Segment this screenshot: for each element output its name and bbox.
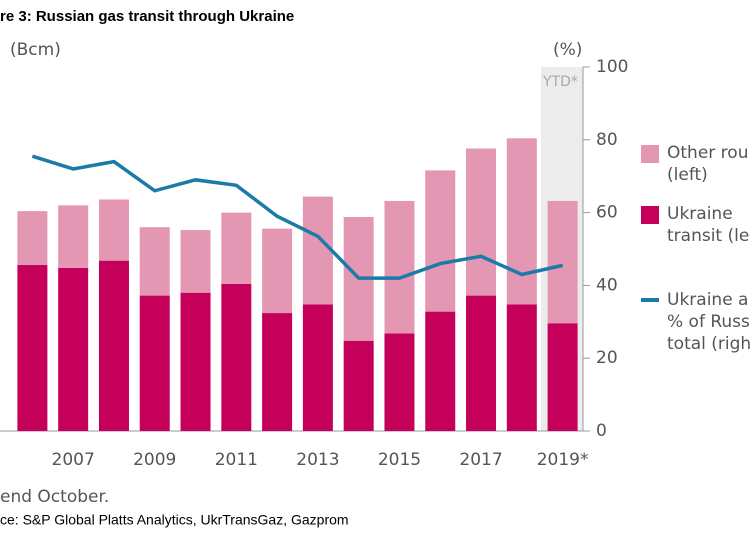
bar-segment — [139, 295, 170, 431]
x-tick-label: 2015 — [378, 450, 421, 470]
line — [31, 154, 563, 280]
ytd-label: YTD* — [542, 74, 578, 90]
legend-swatch — [641, 206, 659, 224]
bar-segment — [98, 199, 129, 261]
chart-title: re 3: Russian gas transit through Ukrain… — [0, 8, 294, 25]
bar-segment — [547, 323, 578, 431]
bar-segment — [384, 200, 415, 334]
x-tick-label: 2013 — [296, 450, 339, 470]
bar-segment — [180, 230, 211, 293]
bar-segment — [425, 170, 456, 312]
bar-segment — [221, 283, 252, 431]
bar-segment — [58, 267, 89, 431]
x-tick-label: 2007 — [52, 450, 95, 470]
y2-tick-label: 60 — [596, 203, 618, 223]
bar-segment — [98, 260, 129, 431]
legend-label: Ukraine a% of Russ total (righ — [667, 290, 750, 354]
bar-segment — [506, 138, 537, 305]
bar-segment — [262, 228, 293, 314]
y2-tick-label: 40 — [596, 275, 618, 295]
y-axis-label: (Bcm) — [10, 40, 61, 60]
x-tick-label: 2019* — [537, 450, 589, 470]
bar-segment — [58, 205, 89, 268]
bar-segment — [547, 200, 578, 324]
bar-segment — [139, 227, 170, 296]
y2-tick-label: 0 — [596, 421, 607, 441]
bar-segment — [302, 304, 333, 431]
legend-label: Ukraine transit (le — [667, 204, 749, 246]
y2-axis-label: (%) — [553, 40, 582, 60]
bar-segment — [302, 196, 333, 305]
y2-tick-label: 20 — [596, 348, 618, 368]
y2-tick-label: 80 — [596, 130, 618, 150]
bar-segment — [506, 304, 537, 431]
bar-segment — [425, 311, 456, 431]
bar-segment — [466, 295, 497, 431]
source: ce: S&P Global Platts Analytics, UkrTran… — [0, 512, 349, 528]
x-tick-label: 2017 — [459, 450, 502, 470]
x-tick-label: 2011 — [215, 450, 258, 470]
bar-segment — [384, 333, 415, 431]
x-tick-label: 2009 — [133, 450, 176, 470]
bar-segment — [180, 292, 211, 431]
legend-label: Other rou (left) — [667, 143, 748, 185]
bar-segment — [221, 212, 252, 284]
y2-tick-label: 100 — [596, 57, 628, 77]
footnote: end October. — [0, 487, 109, 507]
bar-segment — [17, 211, 48, 266]
bar-segment — [343, 340, 374, 431]
bar-segment — [262, 313, 293, 431]
legend-swatch — [641, 145, 659, 163]
bar-segment — [466, 148, 497, 296]
bar-segment — [17, 265, 48, 431]
